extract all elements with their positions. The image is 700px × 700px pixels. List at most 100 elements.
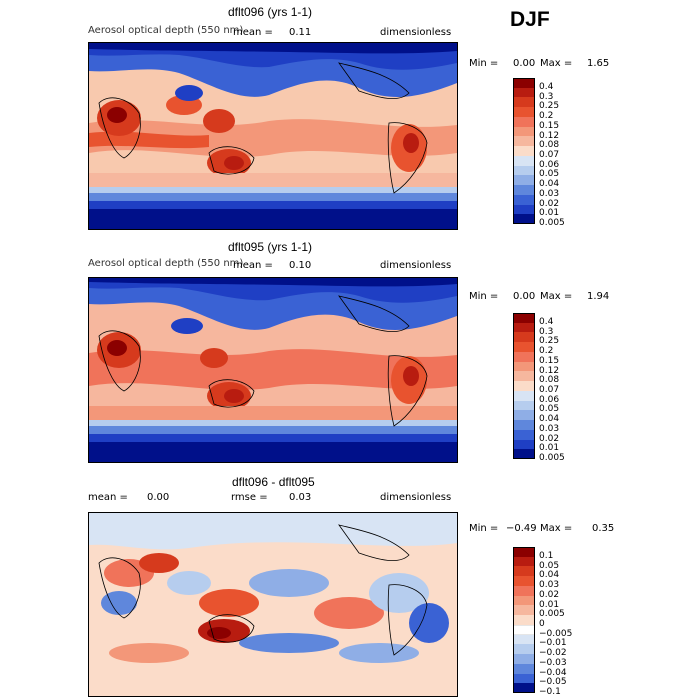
colorbar-tick-label: 0.05 <box>539 169 560 180</box>
max-label: Max = <box>540 58 573 69</box>
max-value: 1.65 <box>587 58 610 69</box>
colorbar-tick-label: 0.2 <box>539 346 554 357</box>
colorbar-tick-label: 0.01 <box>539 208 560 219</box>
units-label: dimensionless <box>380 27 452 38</box>
colorbar-tick-label: 0.12 <box>539 365 560 376</box>
colorbar-tick-label: 0.03 <box>539 423 560 434</box>
min-label: Min = <box>469 291 499 302</box>
units-label: dimensionless <box>380 492 452 503</box>
colorbar-1: 0.4 0.3 0.25 0.2 0.15 0.12 0.08 0.07 0.06 0.05 0.0… <box>513 78 565 228</box>
colorbar-swatch <box>513 214 535 225</box>
colorbar-tick-label: 0.06 <box>539 394 560 405</box>
max-value: 0.35 <box>592 523 615 534</box>
colorbar-swatch <box>513 576 535 587</box>
mean-label: mean = <box>88 492 128 503</box>
colorbar-swatch <box>513 371 535 382</box>
colorbar-tick-label: −0.03 <box>539 657 567 668</box>
colorbar-tick-label: −0.02 <box>539 648 567 659</box>
colorbar-tick-label: 0.08 <box>539 375 560 386</box>
mean-value: 0.10 <box>289 260 312 271</box>
min-label: Min = <box>469 58 499 69</box>
colorbar-swatch <box>513 351 535 363</box>
colorbar-tick-label: −0.01 <box>539 638 567 649</box>
aod-map-2 <box>89 278 457 462</box>
colorbar-tick-label: 0.25 <box>539 336 560 347</box>
colorbar-tick-label: 0.01 <box>539 599 560 610</box>
units-label: dimensionless <box>380 260 452 271</box>
panel-title: dflt096 - dflt095 <box>232 475 315 489</box>
colorbar-tick-label: 0.12 <box>539 130 560 141</box>
colorbar-tick-label: 0.02 <box>539 198 560 209</box>
colorbar-tick-label: 0.4 <box>539 81 554 92</box>
field-label: Aerosol optical depth (550 nm) <box>88 258 244 269</box>
colorbar-swatch <box>513 87 535 98</box>
colorbar-tick-label: 0.03 <box>539 188 560 199</box>
colorbar-tick-label: 0.04 <box>539 570 560 581</box>
colorbar-swatch <box>513 449 535 460</box>
colorbar-tick-label: 0.06 <box>539 159 560 170</box>
colorbar-swatch <box>513 390 535 402</box>
colorbar-swatch <box>513 194 535 206</box>
colorbar-swatch <box>513 547 535 558</box>
min-value: −0.49 <box>506 523 537 534</box>
colorbar-tick-label: 0.4 <box>539 316 554 327</box>
colorbar-swatch <box>513 566 535 577</box>
colorbar-tick-label: 0.25 <box>539 101 560 112</box>
panel-title: dflt095 (yrs 1-1) <box>228 240 313 254</box>
mean-label: mean = <box>233 27 273 38</box>
colorbar-tick-label: 0.08 <box>539 140 560 151</box>
colorbar-swatch <box>513 624 535 636</box>
colorbar-tick-label: 0.3 <box>539 326 554 337</box>
colorbar-swatch <box>513 595 535 606</box>
colorbar-swatch <box>513 342 535 353</box>
colorbar-swatch <box>513 332 535 343</box>
colorbar-tick-label: −0.1 <box>539 687 561 698</box>
colorbar-swatch <box>513 663 535 675</box>
colorbar-swatch <box>513 683 535 694</box>
colorbar-tick-label: 0.2 <box>539 111 554 122</box>
colorbar-swatch <box>513 97 535 108</box>
colorbar-tick-label: −0.05 <box>539 677 567 688</box>
panel-title: dflt096 (yrs 1-1) <box>228 5 313 19</box>
colorbar-tick-label: 0.02 <box>539 589 560 600</box>
colorbar-swatch <box>513 107 535 118</box>
colorbar-swatch <box>513 429 535 441</box>
colorbar-tick-label: 0.02 <box>539 433 560 444</box>
colorbar-tick-label: 0.04 <box>539 414 560 425</box>
colorbar-3: 0.1 0.05 0.04 0.03 0.02 0.01 0.005 0 −0.005 −0.01… <box>513 547 572 697</box>
colorbar-swatch <box>513 400 535 411</box>
map-panel-2 <box>88 277 458 463</box>
colorbar-tick-label: 0.01 <box>539 443 560 454</box>
colorbar-swatch <box>513 165 535 176</box>
field-label: Aerosol optical depth (550 nm) <box>88 25 244 36</box>
aod-diff-map <box>89 513 457 696</box>
colorbar-swatch <box>513 634 535 645</box>
colorbar-swatch <box>513 361 535 372</box>
aod-map-1 <box>89 43 457 229</box>
colorbar-tick-label: 0.005 <box>539 453 565 464</box>
colorbar-swatch <box>513 204 535 215</box>
colorbar-swatch <box>513 116 535 128</box>
colorbar-tick-label: 0.3 <box>539 91 554 102</box>
colorbar-swatch <box>513 146 535 157</box>
colorbar-swatch <box>513 420 535 431</box>
colorbar-swatch <box>513 585 535 597</box>
max-label: Max = <box>540 291 573 302</box>
rmse-value: 0.03 <box>289 492 312 503</box>
season-label: DJF <box>510 8 550 31</box>
colorbar-swatch <box>513 605 535 616</box>
colorbar-tick-label: 0.05 <box>539 560 560 571</box>
colorbar-tick-label: −0.04 <box>539 667 567 678</box>
min-value: 0.00 <box>513 291 536 302</box>
colorbar-tick-label: 0.005 <box>539 609 565 620</box>
map-panel-3 <box>88 512 458 697</box>
colorbar-swatch <box>513 410 535 421</box>
colorbar-swatch <box>513 136 535 147</box>
colorbar-swatch <box>513 654 535 665</box>
colorbar-tick-label: −0.005 <box>539 628 573 639</box>
colorbar-swatch <box>513 381 535 392</box>
mean-value: 0.00 <box>147 492 170 503</box>
mean-label: mean = <box>233 260 273 271</box>
colorbar-frame <box>513 78 535 224</box>
colorbar-swatch <box>513 322 535 333</box>
